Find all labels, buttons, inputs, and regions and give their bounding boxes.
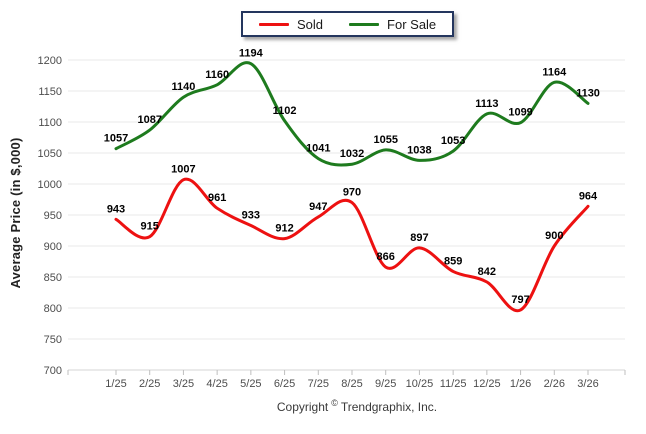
y-tick-label-800: 800 [44, 303, 62, 315]
x-tick-label-4/25: 4/25 [206, 378, 227, 390]
x-tick-label-9/25: 9/25 [375, 378, 396, 390]
data-label-sold-2/26: 900 [545, 230, 563, 242]
data-label-for-sale-12/25: 1113 [475, 98, 498, 110]
x-tick-label-1/25: 1/25 [105, 378, 126, 390]
data-label-sold-12/25: 842 [478, 266, 496, 278]
data-label-for-sale-7/25: 1041 [306, 143, 330, 155]
data-label-for-sale-9/25: 1055 [373, 134, 397, 146]
y-tick-label-1150: 1150 [38, 86, 62, 98]
x-tick-label-12/25: 12/25 [473, 378, 501, 390]
y-tick-label-900: 900 [44, 241, 62, 253]
x-tick-label-6/25: 6/25 [274, 378, 295, 390]
legend: Sold For Sale [241, 11, 455, 37]
data-label-sold-7/25: 947 [309, 201, 327, 213]
y-tick-label-1050: 1050 [38, 148, 62, 160]
data-label-for-sale-8/25: 1032 [340, 148, 364, 160]
series-line-sold [114, 177, 590, 313]
data-label-sold-1/26: 797 [511, 294, 529, 306]
data-label-for-sale-10/25: 1038 [407, 144, 431, 156]
sold-line-swatch [259, 22, 289, 26]
data-label-for-sale-3/25: 1140 [171, 81, 195, 93]
copyright-prefix: Copyright [276, 400, 329, 414]
y-axis-title: Average Price (in $,000) [8, 137, 23, 289]
legend-label-sold: Sold [297, 16, 324, 32]
legend-item-sold[interactable]: Sold [259, 17, 323, 32]
data-label-sold-1/25: 943 [107, 203, 125, 215]
data-label-for-sale-6/25: 1102 [273, 105, 297, 117]
y-tick-label-1000: 1000 [38, 179, 62, 191]
legend-item-for-sale[interactable]: For Sale [349, 17, 436, 32]
x-tick-label-10/25: 10/25 [406, 378, 434, 390]
y-tick-label-750: 750 [44, 334, 62, 346]
legend-label-for-sale: For Sale [387, 16, 437, 32]
data-label-for-sale-5/25: 1194 [239, 48, 264, 60]
x-tick-label-3/25: 3/25 [173, 378, 194, 390]
data-label-sold-11/25: 859 [444, 255, 462, 267]
data-label-for-sale-2/26: 1164 [542, 66, 567, 78]
x-tick-label-5/25: 5/25 [240, 378, 261, 390]
data-label-sold-4/25: 961 [208, 192, 226, 204]
data-label-sold-3/25: 1007 [171, 164, 195, 176]
data-label-for-sale-2/25: 1087 [137, 114, 161, 126]
data-label-sold-2/25: 915 [141, 221, 159, 233]
data-label-sold-9/25: 866 [377, 251, 395, 263]
copyright-text: Copyright © Trendgraphix, Inc. [68, 398, 646, 414]
series-line-for-sale [114, 61, 590, 167]
data-label-for-sale-3/26: 1130 [576, 87, 600, 99]
data-label-for-sale-1/25: 1057 [104, 133, 128, 145]
x-tick-label-8/25: 8/25 [341, 378, 362, 390]
x-tick-label-2/26: 2/26 [544, 378, 565, 390]
copyright-symbol: © [331, 398, 338, 408]
data-label-for-sale-11/25: 1053 [441, 135, 465, 147]
y-tick-label-1100: 1100 [38, 117, 62, 129]
data-label-sold-10/25: 897 [410, 232, 428, 244]
x-tick-label-3/26: 3/26 [577, 378, 598, 390]
y-tick-label-950: 950 [44, 210, 62, 222]
x-tick-label-2/25: 2/25 [139, 378, 160, 390]
data-label-sold-6/25: 912 [275, 223, 293, 235]
data-label-sold-5/25: 933 [242, 210, 260, 222]
for-sale-line-swatch [349, 22, 380, 26]
y-tick-label-1200: 1200 [38, 55, 62, 67]
y-tick-label-700: 700 [44, 365, 62, 377]
x-tick-label-11/25: 11/25 [440, 378, 467, 390]
y-tick-label-850: 850 [44, 272, 62, 284]
data-label-sold-3/26: 964 [579, 190, 598, 202]
data-label-for-sale-1/26: 1099 [508, 107, 532, 119]
data-label-for-sale-4/25: 1160 [205, 69, 229, 81]
data-label-sold-8/25: 970 [343, 187, 361, 199]
x-tick-label-7/25: 7/25 [308, 378, 329, 390]
copyright-rest: Trendgraphix, Inc. [340, 400, 438, 414]
x-tick-label-1/26: 1/26 [510, 378, 531, 390]
